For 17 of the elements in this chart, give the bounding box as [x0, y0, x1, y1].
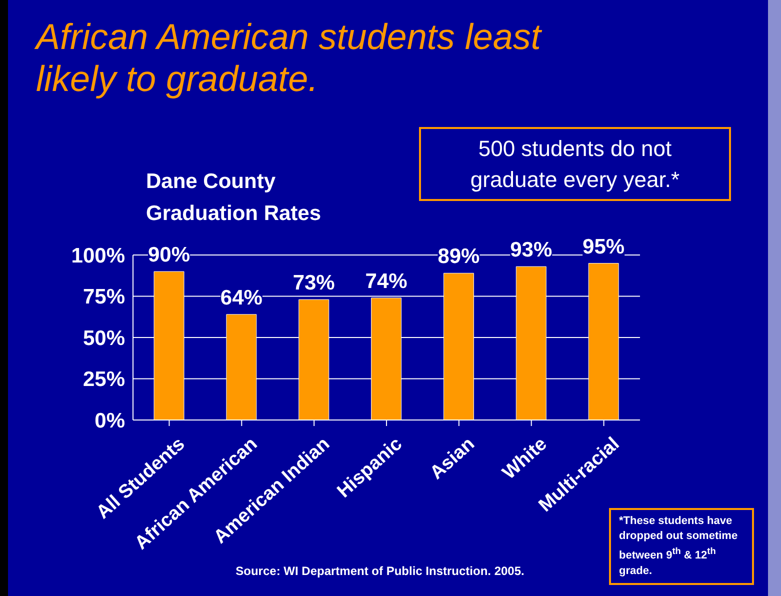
data-label: 64% [220, 286, 263, 310]
chart-title: African American students least likely to graduate. [36, 16, 543, 100]
y-tick-label: 50% [82, 326, 126, 350]
data-label: 74% [365, 270, 408, 293]
text: *These students have dropped out sometime between 9$^{th}$ & 12$^{th}$ grade. [619, 515, 738, 577]
y-tick-label: 0% [94, 409, 126, 432]
y-tick-label: 25% [82, 368, 126, 392]
y-tick-label: 75% [82, 286, 126, 309]
y-tick-label: 100% [71, 244, 126, 268]
chart-subtitle: Dane County Graduation Rates [146, 169, 322, 227]
data-label: 89% [438, 245, 480, 268]
data-label: 73% [292, 272, 336, 295]
data-label: 90% [148, 244, 190, 266]
data-label: 93% [510, 238, 552, 262]
data-label: 95% [582, 235, 625, 258]
text: 500 students do not graduate every year.* [419, 127, 731, 201]
source-note: Source: WI Department of Public Instruction. 2005. [234, 564, 526, 578]
